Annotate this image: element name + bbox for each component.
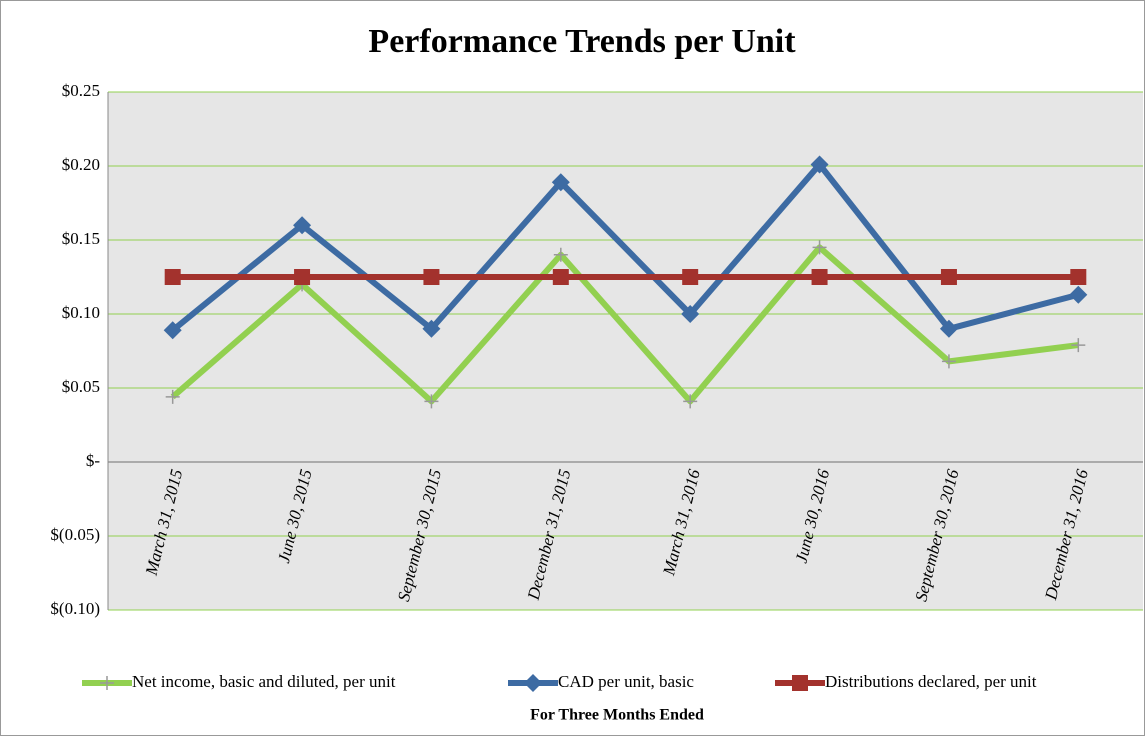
series-line [170, 161, 1080, 333]
marker [683, 394, 698, 409]
x-axis-title: For Three Months Ended [530, 707, 704, 724]
marker [553, 247, 568, 262]
series-line [170, 244, 1079, 405]
marker [165, 389, 180, 404]
legend-label: Net income, basic and diluted, per unit [132, 672, 396, 691]
marker [941, 354, 956, 369]
marker [423, 269, 440, 285]
marker [163, 321, 182, 340]
marker [552, 269, 569, 285]
marker [294, 269, 311, 285]
marker [1069, 285, 1088, 304]
marker [681, 305, 700, 323]
marker [424, 394, 439, 409]
legend-marker [792, 675, 808, 691]
marker [1070, 269, 1087, 285]
marker [293, 216, 312, 235]
y-tick-label: $- [86, 451, 101, 470]
chart-title: Performance Trends per Unit [368, 23, 796, 60]
y-tick-label: $(0.05) [50, 525, 100, 544]
marker [812, 240, 827, 255]
y-tick-label: $0.10 [62, 303, 100, 322]
legend-label: Distributions declared, per unit [825, 672, 1037, 691]
legend-marker [100, 676, 114, 690]
marker [164, 269, 181, 285]
y-tick-label: $0.20 [62, 155, 100, 174]
marker [551, 173, 570, 192]
y-tick-label: $0.15 [62, 229, 100, 248]
marker [811, 269, 828, 285]
plot-area [108, 92, 1143, 610]
marker [422, 319, 441, 338]
marker [1071, 338, 1086, 353]
y-tick-label: $(0.10) [50, 599, 100, 618]
marker [810, 155, 829, 174]
legend-marker [524, 674, 542, 692]
y-tick-label: $0.05 [62, 377, 100, 396]
marker [682, 269, 699, 285]
marker [939, 319, 958, 338]
y-tick-label: $0.25 [62, 81, 100, 100]
marker [940, 269, 957, 285]
legend-label: CAD per unit, basic [558, 672, 694, 691]
